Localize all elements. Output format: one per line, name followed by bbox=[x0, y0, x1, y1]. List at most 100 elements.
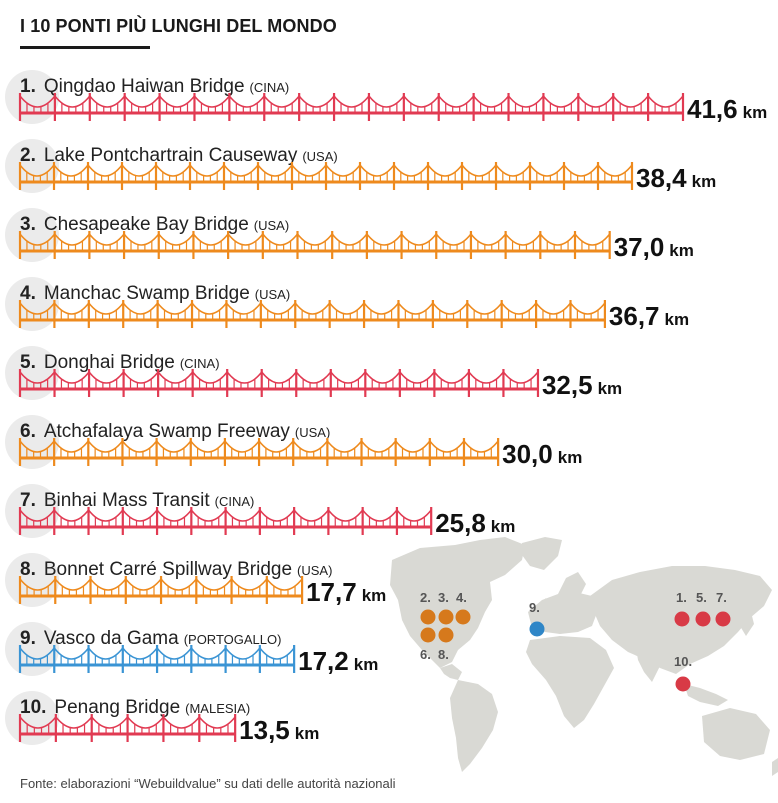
bridge-cable bbox=[563, 164, 599, 177]
rank-circle bbox=[5, 277, 59, 331]
bridge-cable bbox=[435, 233, 472, 246]
value-label: 32,5 km bbox=[542, 370, 622, 400]
bridge-cable bbox=[225, 509, 261, 522]
map-dot bbox=[715, 611, 731, 627]
landmass-14 bbox=[540, 598, 548, 614]
map-dot bbox=[420, 627, 436, 643]
value-unit: km bbox=[692, 172, 717, 191]
bridge-cable bbox=[53, 509, 90, 522]
bridge-cable bbox=[539, 233, 576, 246]
bridge-cable bbox=[87, 647, 124, 660]
bridge-cable bbox=[88, 371, 125, 384]
bridge-name: Manchac Swamp Bridge bbox=[44, 283, 250, 304]
value-unit: km bbox=[598, 379, 623, 398]
bridge-cable bbox=[190, 440, 226, 453]
map-label: 5. bbox=[696, 590, 707, 605]
landmass-7 bbox=[526, 636, 614, 728]
bridge-cable bbox=[258, 440, 294, 453]
landmass-11 bbox=[740, 608, 754, 636]
bridge-cable bbox=[158, 95, 196, 108]
bridge-cable bbox=[53, 302, 90, 315]
bridge-label: 8. Bonnet Carré Spillway Bridge (USA) bbox=[20, 559, 332, 580]
rank-number: 4. bbox=[20, 283, 36, 304]
bridge-cable bbox=[88, 302, 124, 315]
bridge-name: Vasco da Gama bbox=[44, 628, 179, 649]
bridge-cable bbox=[597, 164, 633, 177]
bridge-cable bbox=[495, 164, 531, 177]
bridge-cable bbox=[647, 95, 684, 108]
value-number: 32,5 bbox=[542, 370, 593, 400]
bridge-row: 2. Lake Pontchartrain Causeway (USA) 38,4 km bbox=[5, 139, 716, 193]
value-unit: km bbox=[362, 586, 387, 605]
bridge-cable bbox=[19, 95, 56, 108]
bridge-cable bbox=[501, 302, 537, 315]
bridge-cable bbox=[507, 95, 545, 108]
map-dot bbox=[529, 621, 545, 637]
bridge-cable bbox=[223, 164, 259, 177]
bridge-cable bbox=[327, 509, 364, 522]
bridge-cable bbox=[259, 647, 295, 660]
bridge-cable bbox=[89, 95, 126, 108]
value-label: 30,0 km bbox=[502, 439, 582, 469]
value-unit: km bbox=[558, 448, 583, 467]
bridge-cable bbox=[260, 302, 296, 315]
bridge-cable bbox=[54, 578, 92, 591]
map-label: 4. bbox=[456, 590, 467, 605]
bridge-cable bbox=[190, 647, 227, 660]
bridge-cable bbox=[329, 302, 365, 315]
bridge-cable bbox=[433, 371, 470, 384]
bridge-bar bbox=[18, 645, 296, 673]
bridge-cable bbox=[19, 647, 55, 660]
bridge-cable bbox=[122, 302, 159, 315]
bridge-cable bbox=[542, 95, 579, 108]
bridge-cable bbox=[19, 578, 56, 591]
bridge-row: 10. Penang Bridge (MALESIA)13,5 km bbox=[5, 691, 319, 745]
bridge-cable bbox=[160, 578, 197, 591]
bridge-cable bbox=[396, 509, 432, 522]
bridge-country: (USA) bbox=[297, 563, 332, 578]
map-label: 7. bbox=[716, 590, 727, 605]
bridge-label: 5. Donghai Bridge (CINA) bbox=[20, 352, 220, 373]
map-dot bbox=[438, 627, 454, 643]
bridge-cable bbox=[574, 233, 611, 246]
map-label: 9. bbox=[529, 600, 540, 615]
bridge-cable bbox=[19, 371, 56, 384]
bridge-cable bbox=[87, 164, 123, 177]
bridge-bar bbox=[18, 162, 634, 190]
bridge-cable bbox=[158, 233, 195, 246]
bridge-country: (CINA) bbox=[250, 80, 290, 95]
bridge-cable bbox=[53, 440, 89, 453]
bridge-cable bbox=[298, 95, 335, 108]
value-unit: km bbox=[665, 310, 690, 329]
bridge-cable bbox=[330, 371, 366, 384]
bridge-cable bbox=[53, 164, 89, 177]
value-unit: km bbox=[295, 724, 320, 743]
map-label: 6. bbox=[420, 647, 431, 662]
bridge-cable bbox=[292, 440, 328, 453]
bridge-cable bbox=[263, 95, 300, 108]
landmass-13 bbox=[772, 758, 778, 776]
bridge-cable bbox=[535, 302, 572, 315]
rank-number: 5. bbox=[20, 352, 36, 373]
bridge-cable bbox=[122, 647, 158, 660]
value-number: 17,2 bbox=[298, 646, 349, 676]
value-unit: km bbox=[669, 241, 694, 260]
bridge-cable bbox=[438, 95, 475, 108]
bridge-cable bbox=[195, 578, 233, 591]
map-label: 3. bbox=[438, 590, 449, 605]
title-underline bbox=[20, 46, 150, 49]
landmass-4 bbox=[450, 680, 498, 772]
bridge-name: Lake Pontchartrain Causeway bbox=[44, 145, 298, 166]
rank-number: 6. bbox=[20, 421, 36, 442]
bridge-cable bbox=[505, 233, 541, 246]
landmass-6 bbox=[558, 572, 586, 596]
bridge-cable bbox=[466, 302, 503, 315]
value-label: 41,6 km bbox=[687, 94, 767, 124]
map-dot bbox=[438, 609, 454, 625]
value-label: 17,7 km bbox=[306, 577, 386, 607]
bridge-cable bbox=[473, 95, 510, 108]
bridge-cable bbox=[192, 371, 228, 384]
bridge-cable bbox=[91, 716, 129, 729]
bridge-cable bbox=[225, 302, 262, 315]
bridge-bar bbox=[18, 438, 500, 466]
